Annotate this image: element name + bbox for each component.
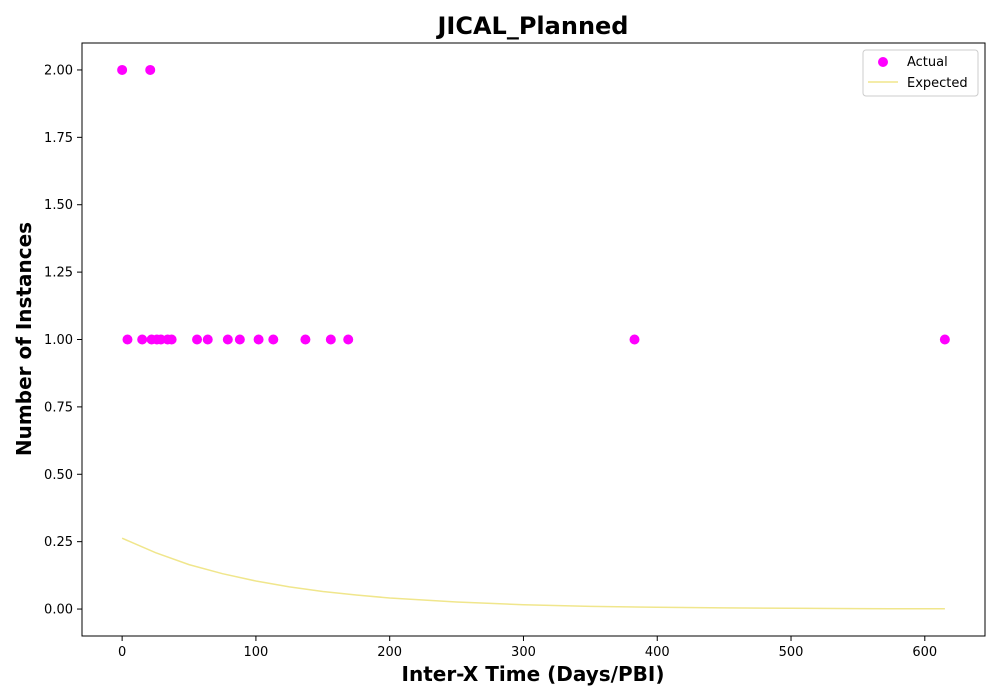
actual-point [222,334,233,345]
actual-point [122,334,133,345]
y-tick-label: 0.25 [44,535,73,550]
chart-title: JICAL_Planned [436,12,629,40]
actual-point [268,334,279,345]
x-tick-label: 300 [511,645,536,660]
actual-point [137,334,148,345]
actual-point [234,334,245,345]
x-tick-label: 600 [912,645,937,660]
y-tick-label: 0.50 [44,468,73,483]
y-axis: 0.00 0.25 0.50 0.75 1.00 1.25 1.50 1.75 2.00 [44,63,82,618]
x-tick-label: 100 [243,645,268,660]
actual-point [343,334,354,345]
actual-point [202,334,213,345]
actual-point [939,334,950,345]
actual-point [145,64,156,75]
x-tick-label: 0 [118,645,126,660]
x-tick-label: 500 [779,645,804,660]
legend-expected-label: Expected [907,76,968,91]
x-tick-label: 400 [645,645,670,660]
y-tick-label: 1.00 [44,333,73,348]
series-layer [117,64,950,610]
x-tick-label: 200 [377,645,402,660]
y-axis-label: Number of Instances [12,222,36,456]
actual-point [166,334,177,345]
actual-point [325,334,336,345]
actual-point [629,334,640,345]
actual-point [192,334,203,345]
legend-actual-label: Actual [907,55,948,70]
actual-point [253,334,264,345]
actual-point [117,64,128,75]
y-tick-label: 2.00 [44,63,73,78]
legend: Actual Expected [862,49,979,97]
expected-line [121,537,945,610]
y-tick-label: 1.50 [44,198,73,213]
legend-actual-marker [878,57,888,67]
y-tick-label: 1.75 [44,131,73,146]
y-tick-label: 0.00 [44,603,73,618]
actual-point [300,334,311,345]
x-axis-label: Inter-X Time (Days/PBI) [402,662,665,686]
legend-box [862,49,979,97]
plot-area [81,42,986,637]
y-tick-label: 0.75 [44,400,73,415]
x-axis: 0 100 200 300 400 500 600 [118,636,937,660]
y-tick-label: 1.25 [44,266,73,281]
